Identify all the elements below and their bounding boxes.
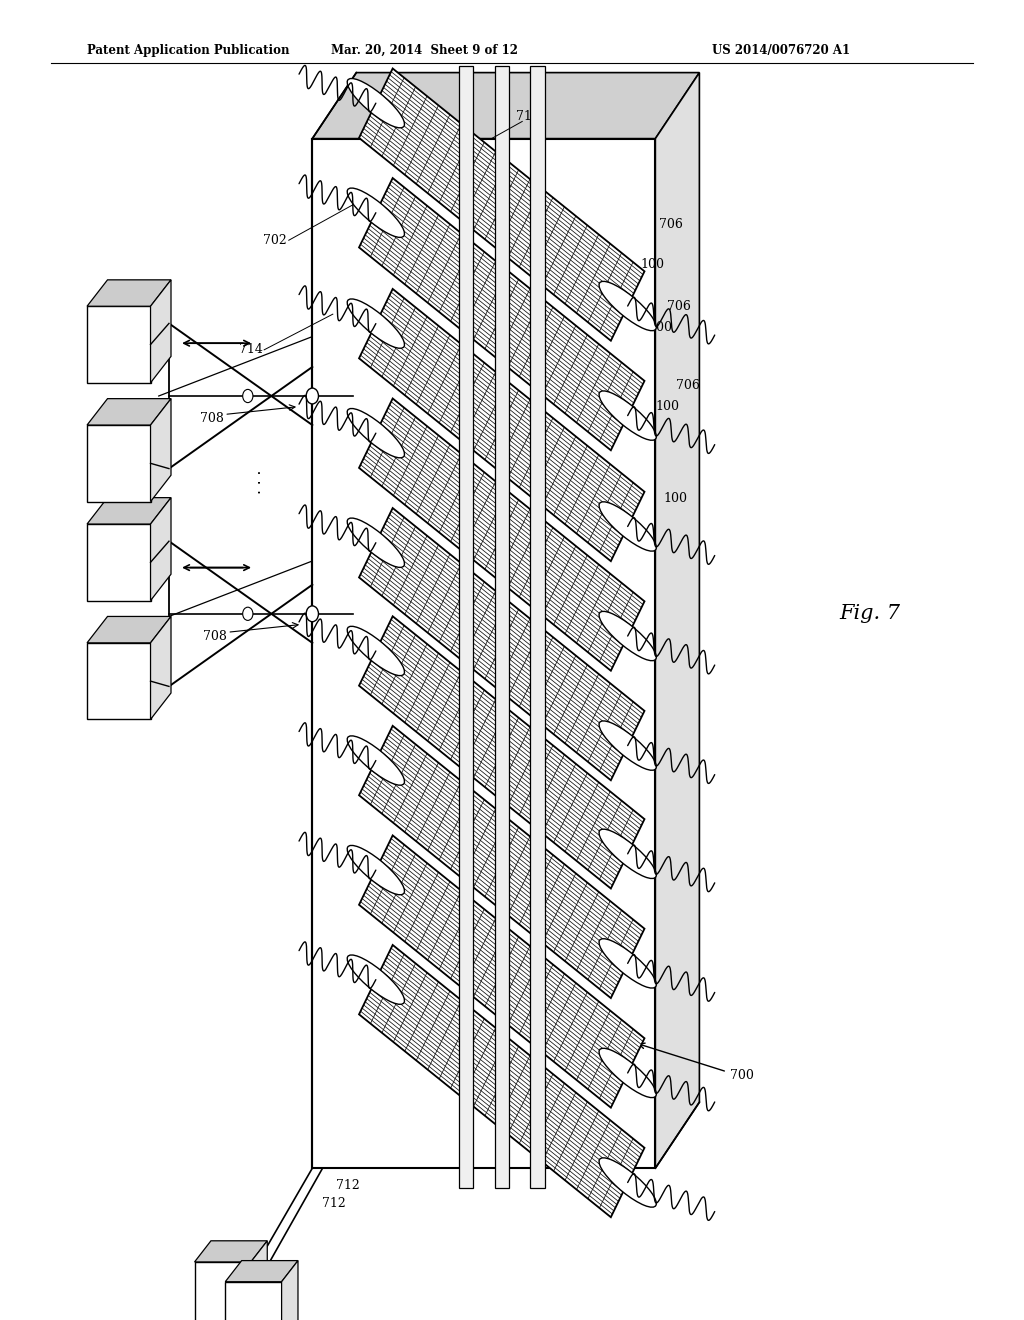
Ellipse shape: [599, 611, 656, 661]
Ellipse shape: [347, 187, 404, 238]
Polygon shape: [359, 945, 644, 1217]
Polygon shape: [151, 498, 171, 601]
Text: 712: 712: [322, 1197, 346, 1210]
Ellipse shape: [306, 388, 318, 404]
Polygon shape: [87, 425, 151, 502]
Polygon shape: [195, 1262, 251, 1320]
Polygon shape: [312, 139, 655, 1168]
Bar: [459, 66, 473, 1188]
Polygon shape: [87, 524, 151, 601]
Ellipse shape: [599, 502, 656, 552]
Polygon shape: [359, 508, 644, 780]
Text: US 2014/0076720 A1: US 2014/0076720 A1: [712, 44, 850, 57]
Ellipse shape: [347, 517, 404, 568]
Text: Patent Application Publication: Patent Application Publication: [87, 44, 290, 57]
Polygon shape: [359, 399, 644, 671]
Text: 710: 710: [516, 110, 541, 123]
Polygon shape: [87, 280, 171, 306]
Polygon shape: [151, 399, 171, 502]
Ellipse shape: [599, 281, 656, 331]
Text: 708: 708: [203, 630, 227, 643]
Text: 706: 706: [667, 300, 691, 313]
Text: 702: 702: [262, 234, 287, 247]
Polygon shape: [282, 1261, 298, 1320]
Ellipse shape: [599, 721, 656, 771]
Ellipse shape: [599, 1048, 656, 1098]
Polygon shape: [151, 280, 171, 383]
Text: · · ·: · · ·: [254, 470, 268, 494]
Text: Mar. 20, 2014  Sheet 9 of 12: Mar. 20, 2014 Sheet 9 of 12: [332, 44, 518, 57]
Text: 100: 100: [655, 400, 680, 413]
Polygon shape: [359, 836, 644, 1107]
Text: 706: 706: [658, 218, 683, 231]
Polygon shape: [225, 1282, 282, 1320]
Polygon shape: [359, 616, 644, 888]
Text: Fig. 7: Fig. 7: [840, 605, 901, 623]
Polygon shape: [251, 1241, 267, 1320]
Text: 100: 100: [640, 257, 665, 271]
Text: 712: 712: [336, 1179, 360, 1192]
Polygon shape: [87, 616, 171, 643]
Polygon shape: [225, 1261, 298, 1282]
Ellipse shape: [243, 607, 253, 620]
Ellipse shape: [347, 408, 404, 458]
Polygon shape: [359, 178, 644, 450]
Ellipse shape: [306, 606, 318, 622]
Ellipse shape: [347, 845, 404, 895]
Ellipse shape: [243, 389, 253, 403]
Text: 100: 100: [664, 492, 688, 506]
Ellipse shape: [347, 78, 404, 128]
Text: 700: 700: [730, 1069, 755, 1082]
Ellipse shape: [599, 939, 656, 989]
Polygon shape: [655, 73, 699, 1168]
Polygon shape: [151, 616, 171, 719]
Polygon shape: [87, 306, 151, 383]
Polygon shape: [312, 73, 699, 139]
Polygon shape: [359, 289, 644, 561]
Polygon shape: [195, 1241, 267, 1262]
Bar: [495, 66, 509, 1188]
Ellipse shape: [347, 954, 404, 1005]
Ellipse shape: [347, 298, 404, 348]
Polygon shape: [87, 498, 171, 524]
Ellipse shape: [599, 829, 656, 879]
Text: 708: 708: [200, 412, 224, 425]
Text: 706: 706: [676, 379, 700, 392]
Ellipse shape: [347, 735, 404, 785]
Polygon shape: [87, 399, 171, 425]
Polygon shape: [359, 69, 644, 341]
Text: 100: 100: [648, 321, 673, 334]
Polygon shape: [87, 643, 151, 719]
Bar: [530, 66, 545, 1188]
Ellipse shape: [347, 626, 404, 676]
Ellipse shape: [599, 391, 656, 441]
Polygon shape: [359, 726, 644, 998]
Text: 714: 714: [239, 343, 263, 356]
Ellipse shape: [599, 1158, 656, 1208]
